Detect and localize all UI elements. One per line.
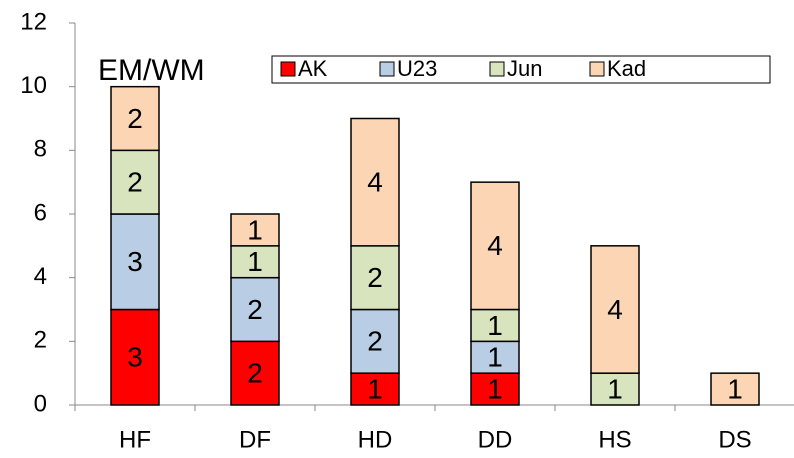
legend-label: AK	[298, 56, 328, 81]
legend-label: Jun	[507, 56, 542, 81]
bar-segment	[230, 340, 280, 406]
data-label: 1	[727, 373, 743, 404]
x-tick-label: DD	[478, 426, 513, 453]
bar-segment	[110, 85, 160, 152]
data-label: 4	[487, 230, 503, 261]
chart-title: EM/WM	[98, 54, 205, 87]
bar-segment	[350, 372, 400, 406]
y-tick-label: 8	[34, 136, 47, 163]
bar-segment	[350, 117, 400, 247]
y-tick-label: 4	[34, 263, 47, 290]
legend-swatch	[489, 61, 505, 77]
data-label: 2	[247, 294, 263, 325]
bar-segment	[350, 245, 400, 311]
y-tick-label: 2	[34, 327, 47, 354]
data-label: 4	[367, 167, 383, 198]
bar-segment	[470, 308, 520, 343]
data-label: 1	[367, 373, 383, 404]
data-label: 3	[127, 342, 143, 373]
data-label: 2	[127, 103, 143, 134]
x-tick-label: HF	[119, 426, 151, 453]
data-label: 2	[127, 167, 143, 198]
bar-segment	[110, 149, 160, 215]
bar-segment	[110, 213, 160, 311]
data-label: 3	[127, 246, 143, 277]
bar-segment	[710, 372, 760, 406]
data-label: 1	[247, 246, 263, 277]
bar-segment	[230, 245, 280, 279]
data-label: 2	[367, 326, 383, 357]
bar-segment	[350, 308, 400, 374]
legend-swatch	[379, 61, 395, 77]
legend-label: U23	[397, 56, 437, 81]
data-label: 2	[367, 262, 383, 293]
bar-segment	[470, 340, 520, 374]
legend-swatch	[589, 61, 605, 77]
y-tick-label: 12	[20, 8, 47, 35]
x-tick-label: HD	[358, 426, 393, 453]
x-tick-label: DS	[718, 426, 751, 453]
y-tick-label: 0	[34, 390, 47, 417]
bar-segment	[230, 213, 280, 247]
x-tick-label: HS	[598, 426, 631, 453]
bar-segment	[470, 181, 520, 311]
legend-box	[271, 55, 771, 84]
data-label: 1	[487, 310, 503, 341]
bar-segment	[590, 245, 640, 374]
x-tick-label: DF	[239, 426, 271, 453]
data-label: 1	[247, 214, 263, 245]
y-tick-label: 10	[20, 72, 47, 99]
data-label: 2	[247, 358, 263, 389]
y-tick-label: 6	[34, 199, 47, 226]
legend-swatch	[280, 61, 296, 77]
bar-segment	[590, 372, 640, 406]
legend-label: Kad	[607, 56, 646, 81]
data-label: 1	[607, 373, 623, 404]
data-label: 1	[487, 342, 503, 373]
bar-segment	[470, 372, 520, 406]
data-label: 4	[607, 294, 623, 325]
data-label: 1	[487, 373, 503, 404]
